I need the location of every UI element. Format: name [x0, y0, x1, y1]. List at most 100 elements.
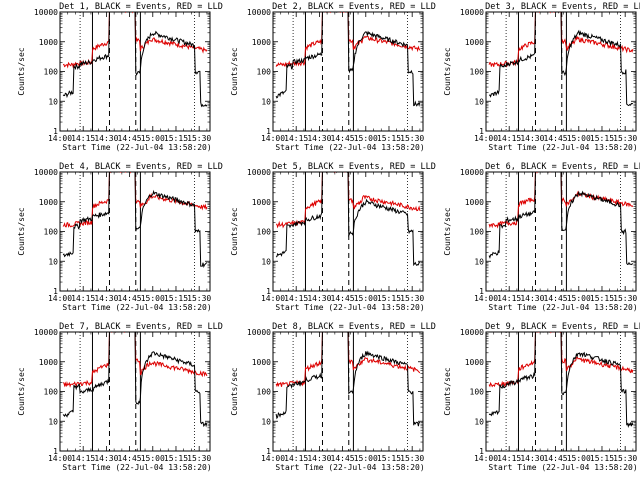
- detector-panel-9: Det 9, BLACK = Events, RED = LLD 1 10 100 10…: [443, 322, 640, 472]
- plot-area: [275, 172, 421, 291]
- series-events-black: [488, 172, 634, 266]
- y-tick-label: 1000: [39, 198, 58, 207]
- y-tick-label: 10: [48, 257, 58, 266]
- y-tick-label: 1: [266, 447, 271, 456]
- panel-title: Det 2, BLACK = Events, RED = LLD: [272, 2, 436, 12]
- y-axis-label: Counts/sec: [230, 207, 239, 255]
- panel-title: Det 7, BLACK = Events, RED = LLD: [59, 322, 223, 332]
- y-tick-label: 100: [44, 68, 59, 77]
- series-lld-red: [63, 332, 208, 388]
- x-axis-label: Start Time (22-Jul-04 13:58:20): [275, 303, 424, 312]
- y-tick-label: 1: [266, 287, 271, 296]
- y-tick-label: 10: [48, 417, 58, 426]
- x-tick-label: 14:45: [544, 294, 568, 303]
- y-tick-label: 10000: [34, 8, 58, 17]
- x-tick-label: 14:00: [48, 134, 72, 143]
- x-axis-label: Start Time (22-Jul-04 13:58:20): [275, 463, 424, 472]
- series-events-black: [275, 332, 421, 427]
- y-tick-label: 10: [261, 417, 271, 426]
- y-tick-label: 10: [48, 97, 58, 106]
- plot-area: [62, 172, 208, 291]
- y-tick-label: 100: [44, 228, 59, 237]
- x-tick-label: 14:15: [284, 294, 308, 303]
- x-tick-label: 14:30: [307, 134, 331, 143]
- x-tick-label: 15:30: [613, 454, 637, 463]
- series-lld-red: [62, 172, 208, 228]
- x-tick-label: 15:15: [590, 454, 614, 463]
- x-tick-label: 15:30: [400, 134, 424, 143]
- x-tick-label: 14:45: [544, 454, 568, 463]
- y-axis-label: Counts/sec: [443, 207, 452, 255]
- y-tick-label: 1: [479, 447, 484, 456]
- y-tick-label: 100: [257, 68, 272, 77]
- y-tick-label: 10000: [34, 168, 58, 177]
- x-tick-label: 15:15: [164, 134, 188, 143]
- x-tick-label: 15:00: [567, 454, 591, 463]
- y-tick-label: 1000: [465, 38, 484, 47]
- x-axis-label: Start Time (22-Jul-04 13:58:20): [488, 463, 637, 472]
- series-events-black: [275, 172, 421, 267]
- x-tick-label: 15:00: [354, 294, 378, 303]
- plot-area: [488, 12, 634, 131]
- x-tick-label: 14:15: [284, 454, 308, 463]
- y-tick-label: 1000: [39, 358, 58, 367]
- x-axis-label: Start Time (22-Jul-04 13:58:20): [488, 303, 637, 312]
- x-tick-label: 14:15: [284, 134, 308, 143]
- y-tick-label: 1: [53, 447, 58, 456]
- x-tick-label: 14:15: [71, 294, 95, 303]
- panel-title: Det 1, BLACK = Events, RED = LLD: [59, 2, 223, 12]
- series-lld-red: [276, 172, 421, 229]
- plot-area: [275, 12, 421, 131]
- y-tick-label: 100: [470, 228, 485, 237]
- y-tick-label: 10: [474, 97, 484, 106]
- y-tick-label: 100: [257, 228, 272, 237]
- x-tick-label: 15:00: [567, 134, 591, 143]
- panel-title: Det 8, BLACK = Events, RED = LLD: [272, 322, 436, 332]
- x-tick-label: 15:30: [187, 294, 211, 303]
- plot-area: [488, 172, 634, 291]
- detector-panel-2: Det 2, BLACK = Events, RED = LLD 1 10 100 10…: [230, 2, 436, 152]
- y-tick-label: 1: [53, 127, 58, 136]
- x-axis-label: Start Time (22-Jul-04 13:58:20): [275, 143, 424, 152]
- y-tick-label: 100: [257, 388, 272, 397]
- detector-panel-6: Det 6, BLACK = Events, RED = LLD 1 10 100 10…: [443, 162, 640, 312]
- series-events-black: [488, 332, 634, 428]
- x-tick-label: 14:45: [118, 454, 142, 463]
- x-tick-label: 15:30: [613, 294, 637, 303]
- x-tick-label: 14:30: [94, 454, 118, 463]
- panel-title: Det 9, BLACK = Events, RED = LLD: [485, 322, 640, 332]
- x-tick-label: 14:30: [520, 454, 544, 463]
- y-tick-label: 10000: [460, 328, 484, 337]
- x-tick-label: 14:45: [544, 134, 568, 143]
- x-tick-label: 14:00: [261, 134, 285, 143]
- y-tick-label: 10: [474, 417, 484, 426]
- y-axis-label: Counts/sec: [443, 47, 452, 95]
- detector-panel-1: Det 1, BLACK = Events, RED = LLD 1 10 100 10…: [17, 2, 223, 152]
- x-tick-label: 14:00: [48, 454, 72, 463]
- x-tick-label: 14:30: [520, 134, 544, 143]
- y-axis-label: Counts/sec: [17, 207, 26, 255]
- y-tick-label: 1: [266, 127, 271, 136]
- y-axis-label: Counts/sec: [17, 47, 26, 95]
- y-tick-label: 10: [261, 97, 271, 106]
- x-tick-label: 14:30: [307, 294, 331, 303]
- y-tick-label: 100: [470, 68, 485, 77]
- x-tick-label: 15:15: [590, 134, 614, 143]
- x-tick-label: 14:15: [71, 454, 95, 463]
- plot-area: [62, 12, 208, 131]
- y-tick-label: 10000: [247, 8, 271, 17]
- x-tick-label: 15:15: [164, 294, 188, 303]
- x-tick-label: 14:00: [474, 294, 498, 303]
- y-tick-label: 10000: [460, 168, 484, 177]
- x-tick-label: 14:45: [331, 294, 355, 303]
- x-tick-label: 15:15: [164, 454, 188, 463]
- y-tick-label: 10000: [460, 8, 484, 17]
- detector-panel-8: Det 8, BLACK = Events, RED = LLD 1 10 100 10…: [230, 322, 436, 472]
- panel-title: Det 4, BLACK = Events, RED = LLD: [59, 162, 223, 172]
- x-tick-label: 14:00: [474, 134, 498, 143]
- y-tick-label: 1: [479, 127, 484, 136]
- series-lld-red: [275, 12, 421, 68]
- plot-area: [275, 332, 421, 451]
- y-tick-label: 1: [53, 287, 58, 296]
- y-tick-label: 10: [261, 257, 271, 266]
